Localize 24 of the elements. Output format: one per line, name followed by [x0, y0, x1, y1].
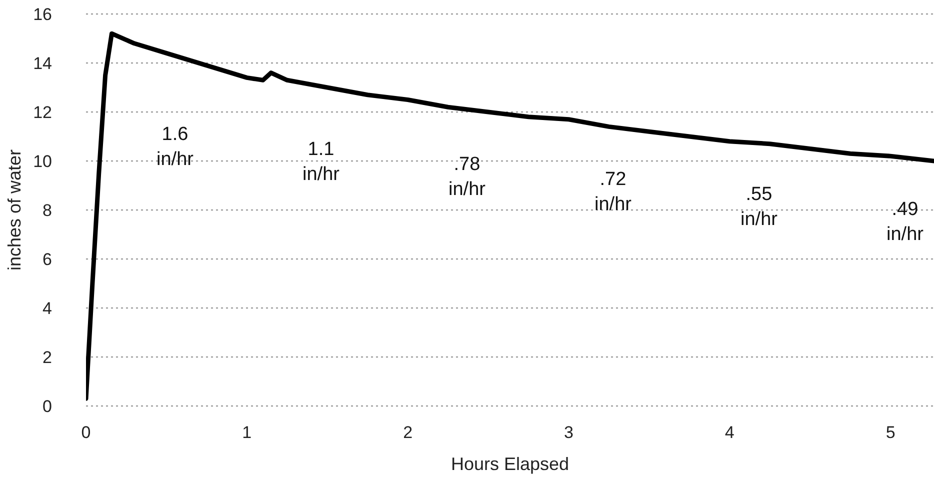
annotation: .72 in/hr: [594, 168, 632, 217]
x-tick-label: 1: [242, 423, 252, 442]
annotation: .55 in/hr: [740, 183, 778, 232]
y-tick-label: 4: [42, 299, 52, 318]
x-tick-label: 0: [81, 423, 91, 442]
x-axis-title: Hours Elapsed: [450, 454, 570, 474]
y-tick-label: 0: [42, 397, 52, 416]
x-tick-label: 3: [564, 423, 574, 442]
x-tick-label: 5: [886, 423, 896, 442]
y-tick-label: 6: [42, 250, 52, 270]
y-tick-label: 16: [33, 5, 52, 24]
annotation: .49 in/hr: [886, 198, 924, 247]
y-tick-label: 14: [33, 54, 52, 74]
y-tick-label: 8: [42, 201, 52, 220]
annotation: 1.1 in/hr: [302, 138, 340, 187]
annotation: .78 in/hr: [448, 153, 486, 202]
y-tick-label: 12: [33, 103, 52, 122]
y-axis-title: inches of water: [4, 149, 24, 271]
x-tick-label: 4: [724, 423, 734, 442]
y-tick-label: 10: [33, 152, 52, 172]
y-tick-label: 2: [42, 348, 52, 368]
x-tick-label: 2: [403, 423, 413, 442]
annotation: 1.6 in/hr: [156, 123, 194, 172]
line-series: [86, 31, 934, 401]
